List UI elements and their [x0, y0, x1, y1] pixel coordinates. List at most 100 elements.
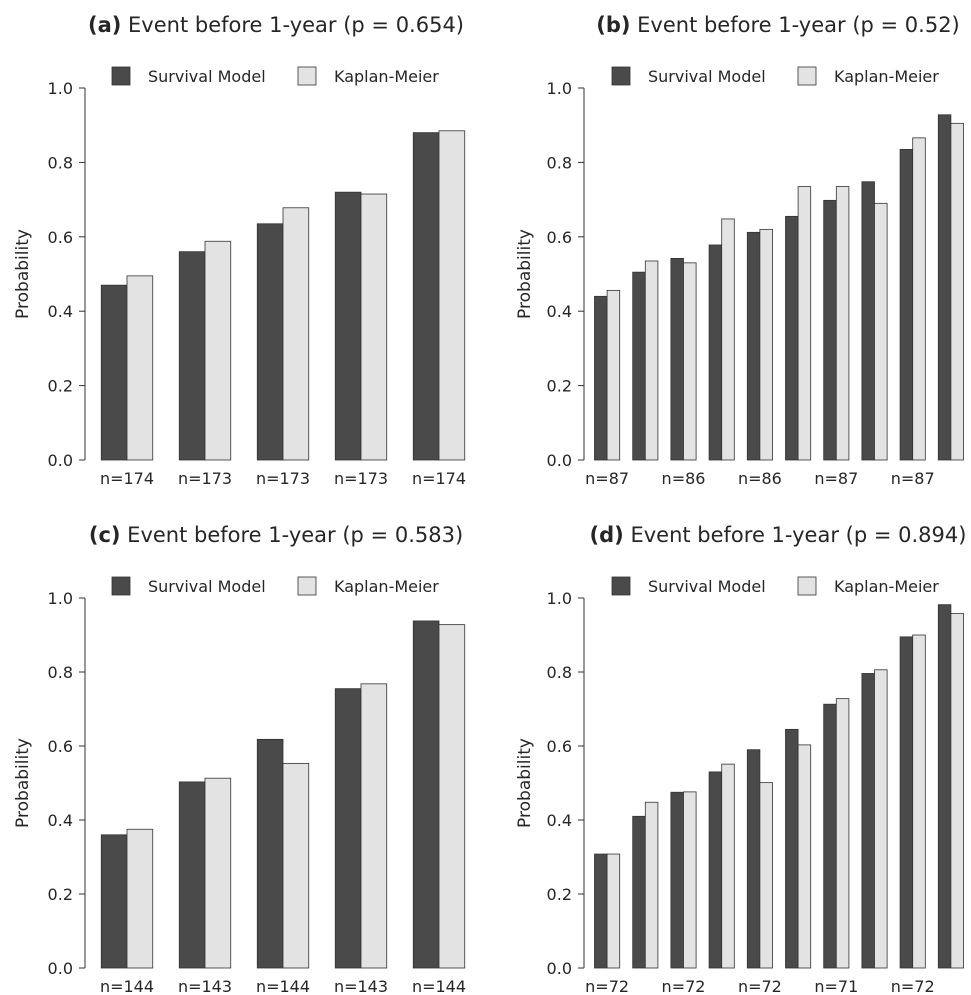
- x-tick-label: n=173: [178, 469, 232, 488]
- y-tick-label: 1.0: [48, 589, 73, 608]
- y-tick-label: 1.0: [547, 589, 572, 608]
- bar-kaplan-meier-4: [759, 228, 773, 461]
- bar-survival-model-4: [412, 620, 440, 969]
- bar-kaplan-meier-3: [721, 763, 735, 969]
- x-tick-label: n=72: [891, 977, 935, 995]
- bar-survival-model-2: [670, 257, 684, 461]
- y-axis-label: Probability: [13, 738, 33, 828]
- x-tick-label: n=71: [814, 977, 858, 995]
- bar-survival-model-8: [899, 148, 914, 461]
- bar-survival-model-1: [632, 271, 646, 461]
- x-tick-label: n=143: [178, 977, 232, 995]
- bar-survival-model-9: [937, 114, 952, 461]
- bar-kaplan-meier-5: [797, 186, 812, 461]
- x-tick-label: n=72: [738, 977, 782, 995]
- bar-survival-model-4: [412, 132, 440, 461]
- y-tick-label: 0.2: [48, 377, 73, 396]
- y-tick-label: 0.2: [547, 377, 572, 396]
- x-tick-label: n=87: [891, 469, 935, 488]
- chart-panel-2: (c) Event before 1-year (p = 0.583) Survi…: [13, 523, 466, 995]
- x-tick-label: n=87: [585, 469, 629, 488]
- bar-kaplan-meier-2: [683, 791, 697, 969]
- bar-survival-model-0: [100, 834, 128, 969]
- y-axis-label: Probability: [515, 229, 535, 319]
- legend-swatch-0: [111, 66, 131, 86]
- bar-kaplan-meier-3: [360, 683, 388, 969]
- y-tick-label: 1.0: [48, 79, 73, 98]
- legend: Survival Model Kaplan-Meier: [111, 576, 439, 596]
- bar-kaplan-meier-3: [721, 218, 735, 461]
- bar-kaplan-meier-4: [438, 130, 466, 461]
- x-tick-label: n=173: [334, 469, 388, 488]
- y-tick-label: 0.8: [48, 153, 73, 172]
- y-tick-label: 0.4: [48, 811, 73, 830]
- bar-survival-model-3: [334, 688, 362, 969]
- x-tick-label: n=87: [814, 469, 858, 488]
- x-tick-label: n=144: [100, 977, 154, 995]
- legend: Survival Model Kaplan-Meier: [611, 66, 939, 86]
- bar-survival-model-7: [861, 181, 875, 461]
- chart-title: (d) Event before 1-year (p = 0.894): [590, 523, 967, 547]
- legend: Survival Model Kaplan-Meier: [611, 576, 939, 596]
- chart-panel-1: (b) Event before 1-year (p = 0.52) Surviv…: [515, 13, 964, 488]
- bar-survival-model-0: [100, 284, 128, 461]
- legend-label-0: Survival Model: [648, 577, 766, 596]
- bar-kaplan-meier-9: [950, 613, 964, 969]
- y-tick-label: 1.0: [547, 79, 572, 98]
- bar-kaplan-meier-7: [874, 669, 888, 969]
- x-tick-label: n=72: [662, 977, 706, 995]
- panel-label: (c): [89, 523, 121, 547]
- x-tick-label: n=86: [662, 469, 706, 488]
- bar-survival-model-4: [746, 231, 761, 461]
- bar-survival-model-5: [785, 728, 799, 969]
- title-text: Event before 1-year (p = 0.654): [121, 13, 464, 37]
- legend-swatch-1: [297, 576, 317, 596]
- x-tick-label: n=174: [412, 469, 466, 488]
- x-tick-label: n=144: [256, 977, 310, 995]
- y-tick-label: 0.6: [48, 737, 73, 756]
- legend-swatch-0: [111, 576, 131, 596]
- panel-label: (a): [88, 13, 121, 37]
- y-tick-label: 0.0: [547, 451, 572, 470]
- y-tick-label: 0.8: [48, 663, 73, 682]
- bar-kaplan-meier-1: [204, 240, 232, 461]
- legend-label-0: Survival Model: [648, 67, 766, 86]
- bar-kaplan-meier-0: [126, 828, 154, 969]
- legend-label-0: Survival Model: [148, 67, 266, 86]
- bar-kaplan-meier-5: [797, 744, 812, 969]
- legend: Survival Model Kaplan-Meier: [111, 66, 439, 86]
- y-tick-label: 0.4: [547, 811, 572, 830]
- bar-kaplan-meier-6: [835, 186, 850, 461]
- bar-kaplan-meier-6: [835, 698, 850, 969]
- chart-title: (a) Event before 1-year (p = 0.654): [88, 13, 464, 37]
- chart-title: (c) Event before 1-year (p = 0.583): [89, 523, 463, 547]
- bar-survival-model-5: [785, 215, 799, 461]
- chart-title: (b) Event before 1-year (p = 0.52): [596, 13, 960, 37]
- bar-survival-model-9: [937, 604, 952, 969]
- chart-panel-3: (d) Event before 1-year (p = 0.894) Survi…: [515, 523, 966, 995]
- legend-label-1: Kaplan-Meier: [334, 67, 439, 86]
- bar-kaplan-meier-1: [644, 801, 659, 969]
- x-tick-label: n=86: [738, 469, 782, 488]
- chart-panel-0: (a) Event before 1-year (p = 0.654) Survi…: [13, 13, 466, 488]
- title-text: Event before 1-year (p = 0.583): [121, 523, 464, 547]
- bar-survival-model-3: [708, 244, 723, 461]
- x-tick-label: n=143: [334, 977, 388, 995]
- bar-survival-model-3: [708, 771, 723, 969]
- y-tick-label: 0.2: [48, 885, 73, 904]
- bar-survival-model-4: [746, 749, 761, 969]
- bar-survival-model-1: [178, 251, 206, 461]
- legend-label-1: Kaplan-Meier: [334, 577, 439, 596]
- legend-swatch-1: [297, 66, 317, 86]
- bar-kaplan-meier-4: [759, 782, 773, 969]
- legend-label-1: Kaplan-Meier: [834, 577, 939, 596]
- legend-swatch-1: [797, 66, 817, 86]
- bar-survival-model-2: [256, 738, 284, 969]
- bar-kaplan-meier-7: [874, 202, 888, 461]
- y-axis-label: Probability: [13, 229, 33, 319]
- bar-kaplan-meier-0: [126, 275, 154, 461]
- y-axis-label: Probability: [515, 738, 535, 828]
- bar-survival-model-7: [861, 673, 875, 969]
- bar-kaplan-meier-3: [360, 193, 388, 461]
- legend-label-0: Survival Model: [148, 577, 266, 596]
